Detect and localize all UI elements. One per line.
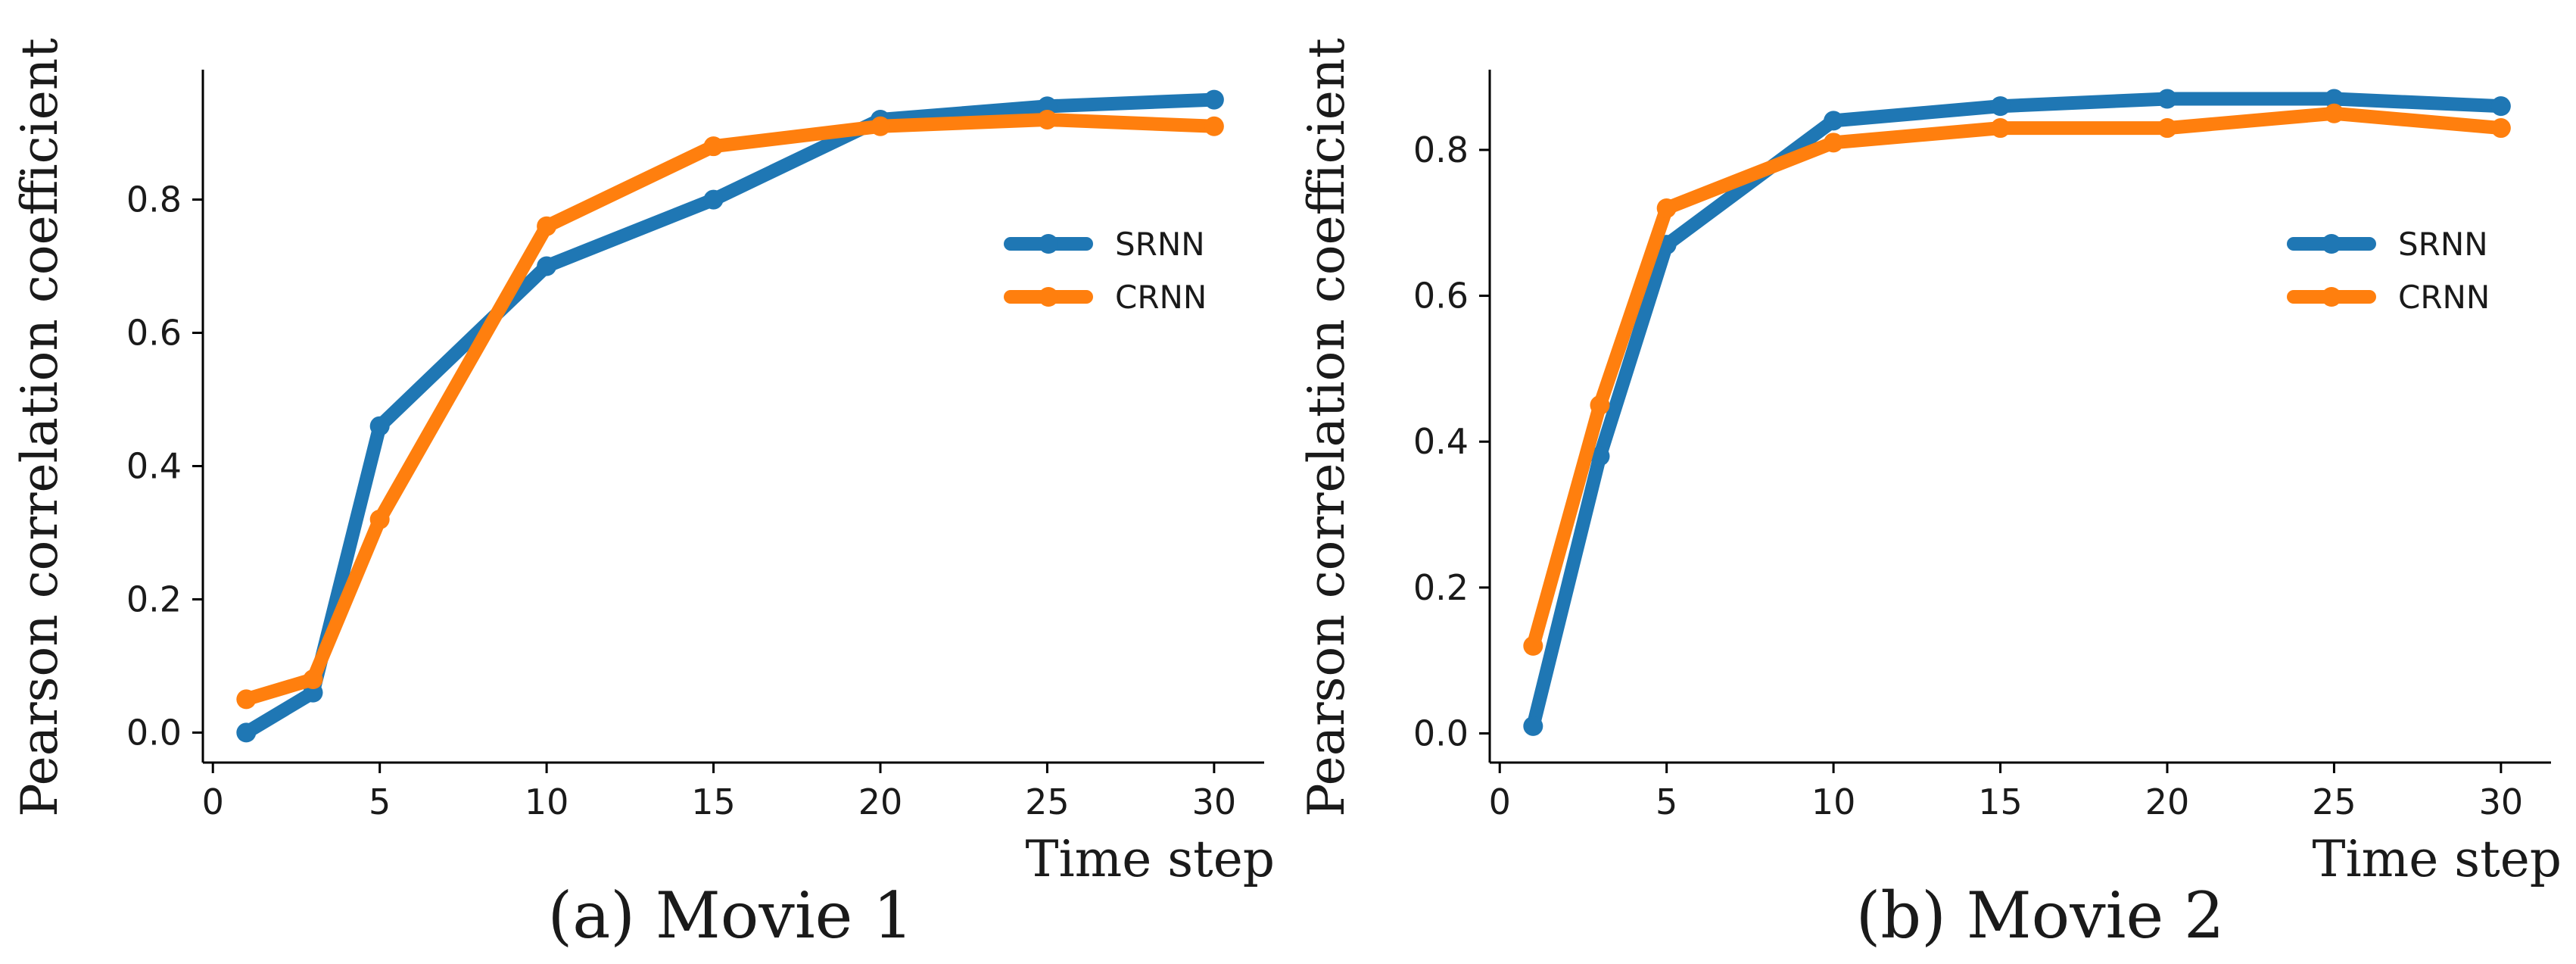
data-point-srnn	[1590, 446, 1610, 466]
data-point-crnn	[703, 136, 724, 157]
data-point-crnn	[303, 669, 323, 690]
data-point-crnn	[1824, 133, 1844, 153]
y-tick-label: 0.0	[126, 712, 182, 753]
x-axis-label: Time step	[1026, 830, 1275, 888]
x-tick-label: 25	[2312, 781, 2356, 822]
data-point-srnn	[1990, 96, 2011, 117]
data-point-crnn	[537, 216, 557, 236]
y-tick-label: 0.2	[126, 579, 182, 619]
panel-movie-1: 0 5 10 15 20 25 30 0.0 0.2 0.4 0.6 0.8 Pearson corre…	[11, 38, 1275, 953]
y-tick-label: 0.6	[126, 313, 182, 354]
data-point-srnn	[369, 416, 390, 436]
series-line-crnn	[239, 113, 1221, 707]
y-tick-label: 0.8	[1413, 129, 1469, 170]
data-point-crnn	[1590, 395, 1610, 416]
x-tick-label: 10	[1811, 781, 1856, 822]
panel-caption: (a) Movie 1	[547, 878, 913, 953]
x-tick-label: 5	[1656, 781, 1677, 822]
panel-movie-2: 0 5 10 15 20 25 30 0.0 0.2 0.4 0.6 0.8 Pearson corre…	[1297, 38, 2562, 953]
y-tick-label: 0.0	[1413, 713, 1469, 753]
x-tick-label: 20	[2145, 781, 2190, 822]
data-point-crnn	[1523, 635, 1543, 656]
data-point-srnn	[2490, 96, 2511, 117]
data-point-srnn	[2157, 89, 2177, 109]
legend-label-crnn: CRNN	[1115, 279, 1207, 316]
y-tick-label: 0.6	[1413, 276, 1469, 317]
legend-marker-srnn	[1039, 234, 1058, 254]
y-tick-label: 0.4	[1413, 421, 1469, 462]
legend-label-srnn: SRNN	[2398, 226, 2488, 263]
x-tick-label: 30	[1192, 781, 1237, 822]
data-point-srnn	[1523, 716, 1543, 736]
data-point-crnn	[236, 689, 257, 710]
legend-label-crnn: CRNN	[2398, 279, 2490, 316]
data-point-crnn	[2490, 118, 2511, 139]
data-point-crnn	[1656, 198, 1677, 218]
y-tick-label: 0.2	[1413, 567, 1469, 608]
series-line-crnn	[1526, 106, 2508, 653]
x-tick-label: 15	[1978, 781, 2023, 822]
data-point-srnn	[236, 722, 257, 743]
data-point-srnn	[2324, 89, 2344, 109]
y-axis-label: Pearson correlation coefficient	[1297, 38, 1356, 817]
data-point-crnn	[2157, 118, 2177, 139]
x-tick-label: 5	[369, 781, 391, 822]
y-tick-label: 0.8	[126, 179, 182, 220]
data-point-srnn	[703, 189, 724, 210]
x-tick-label: 20	[858, 781, 903, 822]
data-point-crnn	[1204, 116, 1224, 136]
legend-marker-crnn	[2322, 287, 2341, 307]
x-tick-label: 0	[1489, 781, 1511, 822]
data-point-crnn	[870, 116, 890, 136]
data-point-crnn	[1037, 109, 1057, 129]
panel-caption: (b) Movie 2	[1856, 878, 2225, 953]
legend-label-srnn: SRNN	[1115, 226, 1205, 263]
x-tick-label: 25	[1025, 781, 1070, 822]
data-point-srnn	[1204, 89, 1224, 110]
data-point-crnn	[1990, 118, 2011, 139]
y-axis-label: Pearson correlation coefficient	[11, 38, 69, 817]
x-tick-label: 30	[2479, 781, 2524, 822]
series-line-srnn	[239, 92, 1221, 740]
data-point-srnn	[1824, 111, 1844, 131]
x-tick-label: 10	[525, 781, 569, 822]
data-point-crnn	[369, 509, 390, 529]
data-point-crnn	[2324, 103, 2344, 123]
data-point-srnn	[537, 256, 557, 276]
legend-marker-srnn	[2322, 234, 2341, 254]
y-tick-label: 0.4	[126, 445, 182, 486]
x-tick-label: 0	[202, 781, 224, 822]
x-axis-label: Time step	[2313, 830, 2562, 888]
legend-marker-crnn	[1039, 287, 1058, 307]
series-line-srnn	[1526, 92, 2508, 733]
x-tick-label: 15	[691, 781, 736, 822]
